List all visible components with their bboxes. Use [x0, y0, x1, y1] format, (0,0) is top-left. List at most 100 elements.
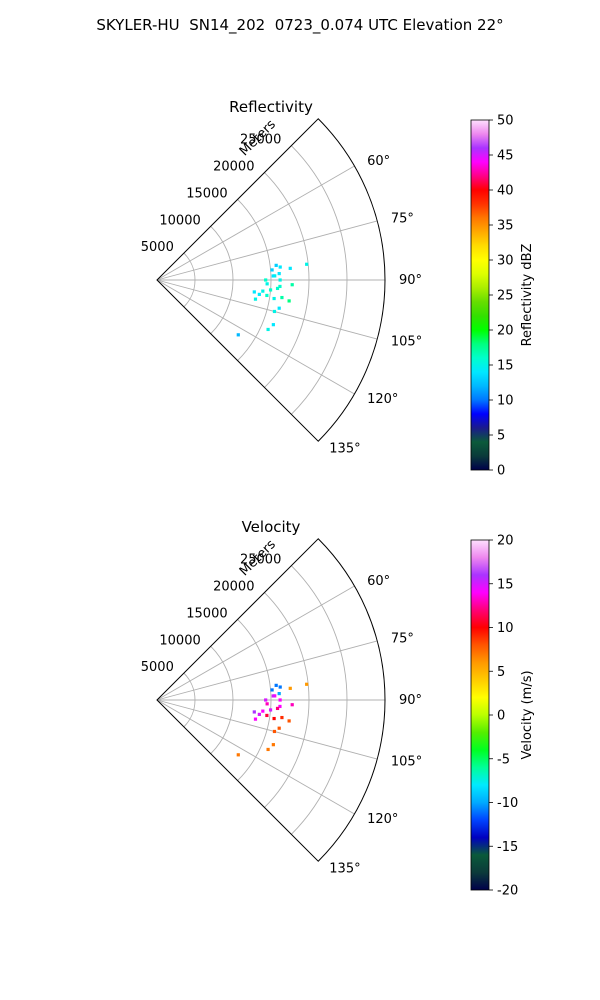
panel-reflectivity: Reflectivity60°75°90°105°120°135°5000100… [141, 98, 535, 479]
azimuth-tick-label: 75° [391, 631, 414, 646]
echo-cell [268, 288, 273, 292]
echo-cell [272, 729, 277, 734]
echo-cell [290, 283, 294, 287]
echo-cell [271, 694, 275, 698]
colorbar-tick-label: 30 [497, 254, 514, 269]
azimuth-tick-label: 60° [367, 574, 390, 589]
echo-cell [290, 703, 294, 707]
azimuth-tick-label: 120° [367, 392, 398, 407]
echo-cell [265, 702, 269, 706]
echo-cell [253, 297, 258, 301]
echo-cell [275, 286, 280, 291]
azimuth-tick-label: 135° [329, 861, 360, 876]
colorbar-tick-label: 15 [497, 359, 514, 374]
echo-cell [271, 323, 275, 327]
echo-cell [272, 309, 277, 314]
echo-cell [271, 743, 275, 747]
echo-cell [278, 704, 282, 709]
colorbar-tick-label: 20 [497, 324, 514, 339]
colorbar-tick-label: 5 [497, 429, 505, 444]
panel-title: Velocity [242, 518, 301, 536]
range-tick-label: 25000 [240, 133, 281, 148]
echo-cell [252, 710, 256, 714]
azimuth-tick-label: 120° [367, 812, 398, 827]
colorbar-tick-label: 15 [497, 577, 514, 592]
azimuth-line [156, 699, 355, 815]
colorbar-tick-label: 35 [497, 219, 514, 234]
azimuth-tick-label: 135° [329, 441, 360, 456]
range-tick-label: 10000 [159, 213, 200, 228]
echo-cell [272, 716, 276, 721]
echo-cell [265, 293, 269, 298]
colorbar-tick-label: 0 [497, 709, 505, 724]
echo-cell [270, 688, 274, 692]
echo-cell [277, 726, 281, 730]
echo-cell [264, 278, 268, 282]
echo-cell [280, 715, 284, 720]
echo-cell [271, 274, 275, 278]
echo-cell [266, 327, 270, 332]
echo-cell [277, 306, 281, 310]
colorbar [470, 539, 490, 891]
echo-cell [261, 289, 265, 293]
echo-cell [287, 719, 291, 723]
azimuth-tick-label: 90° [399, 693, 422, 708]
colorbar-tick-label: -15 [497, 840, 518, 855]
azimuth-line [156, 585, 355, 701]
colorbar-tick-label: -10 [497, 796, 518, 811]
echo-cell [274, 263, 278, 267]
echo-cell [268, 708, 273, 712]
panel-title: Reflectivity [229, 98, 313, 116]
echo-cell [287, 299, 291, 303]
echo-cell [257, 292, 261, 296]
echo-cell [278, 284, 282, 289]
colorbar-label: Reflectivity dBZ [520, 244, 535, 347]
colorbar-tick-label: -5 [497, 752, 510, 767]
echo-cell [277, 691, 281, 696]
azimuth-line [156, 640, 378, 701]
range-tick-label: 5000 [141, 240, 174, 255]
echo-cell [252, 290, 256, 294]
echo-cell [261, 709, 265, 713]
echo-cell [278, 685, 282, 689]
echo-cell [277, 271, 281, 276]
colorbar-tick-label: 0 [497, 464, 505, 479]
range-tick-label: 25000 [240, 553, 281, 568]
colorbar-tick-label: 10 [497, 394, 514, 409]
echo-cell [305, 682, 309, 686]
azimuth-tick-label: 90° [399, 273, 422, 288]
echo-cell [253, 717, 258, 721]
azimuth-tick-label: 60° [367, 154, 390, 169]
colorbar-tick-label: -20 [497, 884, 518, 899]
colorbar-tick-label: 40 [497, 184, 514, 199]
echo-cell [270, 268, 274, 272]
colorbar-tick-label: 10 [497, 621, 514, 636]
echo-cell [305, 262, 309, 266]
echo-cell [274, 683, 278, 687]
azimuth-tick-label: 75° [391, 211, 414, 226]
range-tick-label: 10000 [159, 633, 200, 648]
echo-cell [278, 278, 282, 282]
echo-cell [288, 266, 292, 270]
colorbar [470, 119, 490, 471]
colorbar-tick-label: 5 [497, 665, 505, 680]
echo-cell [236, 753, 240, 757]
colorbar-tick-label: 50 [497, 114, 514, 129]
echo-cell [264, 698, 268, 702]
azimuth-line [156, 165, 355, 281]
azimuth-line [156, 279, 355, 395]
echo-cell [265, 713, 269, 718]
range-tick-label: 5000 [141, 660, 174, 675]
echo-cell [280, 295, 284, 300]
colorbar-tick-label: 45 [497, 149, 514, 164]
azimuth-line [156, 220, 378, 281]
colorbar-tick-label: 25 [497, 289, 514, 304]
echo-cell [265, 282, 269, 286]
range-tick-label: 15000 [186, 606, 227, 621]
echo-cell [266, 747, 270, 752]
colorbar-tick-label: 20 [497, 534, 514, 549]
azimuth-tick-label: 105° [391, 755, 422, 770]
colorbar-label: Velocity (m/s) [520, 670, 535, 759]
azimuth-line [156, 279, 378, 340]
